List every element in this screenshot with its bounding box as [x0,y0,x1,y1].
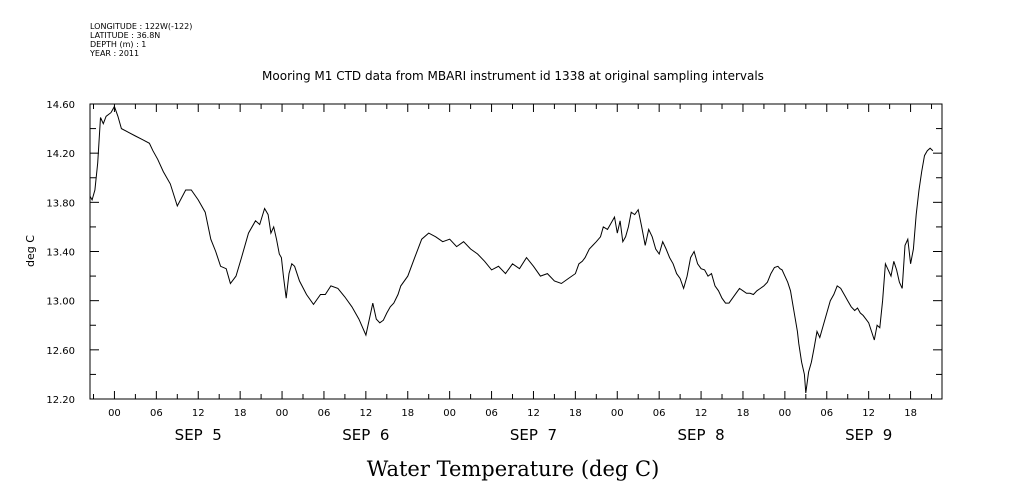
x-day-label: SEP 7 [510,426,557,444]
x-tick-label: 00 [611,408,624,419]
x-tick-label: 06 [318,408,331,419]
x-tick-label: 12 [862,408,875,419]
y-tick-label: 13.40 [46,248,75,259]
x-tick-label: 00 [443,408,456,419]
latitude-text: LATITUDE : 36.8N [90,31,161,40]
x-tick-label: 18 [737,408,750,419]
x-tick-label: 00 [276,408,289,419]
y-tick-label: 12.60 [46,346,75,357]
x-tick-label: 12 [192,408,205,419]
y-tick-labels: 12.20 12.60 13.00 13.40 13.80 14.20 14.60 [46,100,75,406]
x-day-label: SEP 5 [175,426,222,444]
x-tick-label: 00 [108,408,121,419]
y-tick-label: 13.80 [46,198,75,209]
x-day-label: SEP 9 [845,426,892,444]
x-tick-label: 18 [904,408,917,419]
metadata-block: LONGITUDE : 122W(-122) LATITUDE : 36.8N … [90,22,192,58]
x-tick-label: 00 [779,408,792,419]
x-tick-label: 18 [401,408,414,419]
longitude-text: LONGITUDE : 122W(-122) [90,22,193,31]
x-tick-label: 18 [569,408,582,419]
x-tick-label: 12 [359,408,372,419]
x-tick-labels: 00 06 12 18 00 06 12 18 00 06 12 18 00 06 12 18 00 06 12 18 [108,408,917,419]
x-day-label: SEP 8 [678,426,725,444]
x-day-label: SEP 6 [342,426,389,444]
y-tick-label: 13.00 [46,297,75,308]
x-tick-label: 18 [234,408,247,419]
depth-text: DEPTH (m) : 1 [90,40,147,49]
y-tick-label: 14.20 [46,149,75,160]
water-temperature-line [89,105,934,393]
x-tick-label: 06 [820,408,833,419]
chart-title: Mooring M1 CTD data from MBARI instrumen… [262,69,764,83]
plot-frame [89,103,943,400]
x-tick-label: 06 [485,408,498,419]
x-tick-label: 06 [150,408,163,419]
x-axis-label: Water Temperature (deg C) [367,457,660,481]
x-tick-label: 12 [527,408,540,419]
x-tick-label: 12 [695,408,708,419]
axis-ticks [90,103,942,400]
y-axis-label: deg C [24,235,37,267]
x-day-labels: SEP 5 SEP 6 SEP 7 SEP 8 SEP 9 [175,426,893,444]
y-tick-label: 14.60 [46,100,75,111]
year-text: YEAR : 2011 [90,49,140,58]
x-tick-label: 06 [653,408,666,419]
y-tick-label: 12.20 [46,395,75,406]
